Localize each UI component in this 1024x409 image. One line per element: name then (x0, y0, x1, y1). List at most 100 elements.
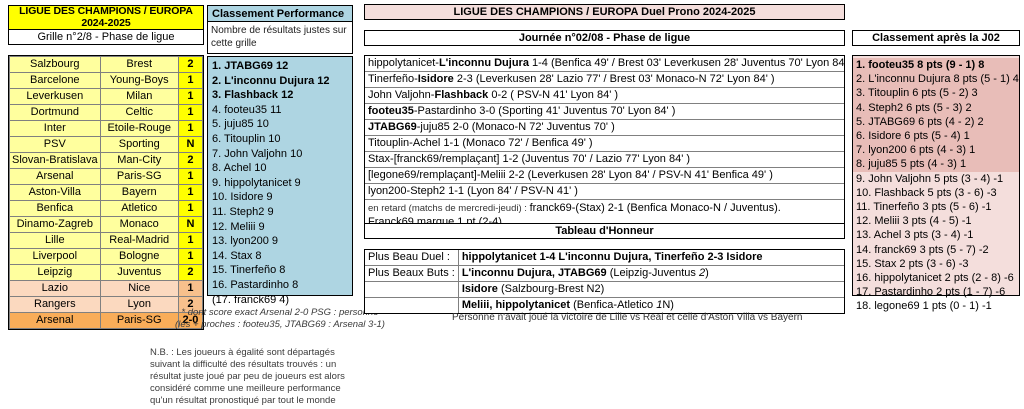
duel-player-2: [franck69/remplaçant] (393, 153, 500, 165)
honneur-match: (Benfica-Atletico (570, 299, 657, 311)
match-away-team: Bayern (99, 184, 179, 201)
table-row: Barcelone Young-Boys 1 (9, 72, 204, 89)
list-item: 14. Stax 8 (212, 249, 262, 262)
honneur-label: Plus Beaux Buts : (365, 265, 459, 282)
table-row: Inter Etoile-Rouge 1 (9, 120, 204, 137)
honneur-row: Plus Beau Duel : hippolytanicet 1-4 L'inc… (365, 250, 844, 266)
page-title: LIGUE DES CHAMPIONS / EUROPA Duel Prono … (364, 4, 845, 20)
honneur-tail: N) (662, 299, 674, 311)
list-item: 10. Flashback 5 pts (3 - 6) -3 (856, 186, 997, 199)
match-home-team: Liverpool (9, 248, 101, 265)
note-score-exact: * dont score exact Arsenal 2-0 PSG : per… (150, 307, 410, 331)
duel-detail: (Monaco 72' / Benfica 49' ) (462, 137, 593, 149)
list-item: 10. Isidore 9 (212, 191, 273, 204)
honneur-goal-number: 2 (698, 267, 706, 279)
duel-player-1: [legone69/remplaçant] (368, 169, 477, 181)
table-row: Leipzig Juventus 2 (9, 264, 204, 281)
match-home-team: Salzbourg (9, 56, 101, 73)
match-result: 2-0 (177, 312, 204, 329)
match-away-team: Juventus (99, 264, 179, 281)
match-result: 1 (177, 232, 204, 249)
duel-row: Stax-[franck69/remplaçant] 1-2 (Juventus… (365, 152, 844, 168)
list-item: 4. Steph2 6 pts (5 - 3) 2 (853, 100, 1019, 115)
duel-score: 2-0 (449, 121, 472, 133)
match-away-team: Brest (99, 56, 179, 73)
duel-detail: (Lyon 84' / PSV-N 41' ) (467, 185, 578, 197)
duel-separator: - (435, 57, 439, 69)
honneur-value: Meliii, hippolytanicet (Benfica-Atletico… (458, 298, 844, 314)
list-item: 5. JTABG69 6 pts (4 - 2) 2 (853, 114, 1019, 130)
match-home-team: Arsenal (9, 168, 101, 185)
duel-player-2: Pastardinho (417, 105, 477, 117)
match-result: 1 (177, 200, 204, 217)
honneur-value: hippolytanicet 1-4 L'inconnu Dujura, Tin… (458, 250, 844, 266)
table-row: Dortmund Celtic 1 (9, 104, 204, 121)
duel-score: 3-0 (476, 105, 499, 117)
honneur-row: Plus Beaux Buts : L'inconnu Dujura, JTABG… (365, 265, 844, 282)
match-result: 1 (177, 120, 204, 137)
list-item: 8. Achel 10 (212, 162, 267, 175)
match-away-team: Paris-SG (99, 312, 179, 329)
duel-player-2: juju85 (420, 121, 450, 133)
performance-subtitle-line2: cette grille (211, 38, 257, 49)
duel-row: Tinerfeño-Isidore 2-3 (Leverkusen 28' La… (365, 72, 844, 88)
duel-detail: (Monaco-N 72' Juventus 70' ) (471, 121, 615, 133)
list-item: 18. legone69 1 pts (0 - 1) -1 (856, 300, 992, 313)
honneur-match: (Leipzig-Juventus (606, 267, 699, 279)
duel-player-2: L'inconnu Dujura (438, 57, 529, 69)
list-item: 1. footeu35 8 pts (9 - 1) 8 (853, 58, 1019, 73)
duel-player-1: JTABG69 (368, 121, 417, 133)
duel-player-1: hippolytanicet (368, 57, 436, 69)
tableau-honneur-table: Plus Beau Duel : hippolytanicet 1-4 L'inc… (364, 249, 845, 314)
match-away-team: Celtic (99, 104, 179, 121)
duel-separator: - (414, 73, 418, 85)
honneur-label: Plus Beau Duel : (365, 250, 459, 266)
table-row: Lazio Nice 1 (9, 280, 204, 297)
match-result: 2 (177, 264, 204, 281)
duel-score: 0-2 (488, 89, 511, 101)
list-item: 16. Pastardinho 8 (212, 278, 299, 291)
duel-player-2: Steph2 (410, 185, 446, 197)
duel-detail: ( PSV-N 41' Lyon 84' ) (510, 89, 619, 101)
duel-score: 2-2 (505, 169, 528, 181)
note-nb-line: qu'un résultat pronostiqué par tout le m… (150, 395, 336, 406)
duel-player-2: Flashback (434, 89, 489, 101)
match-away-team: Atletico (99, 200, 179, 217)
grille-matches-table: Salzbourg Brest 2 Barcelone Young-Boys 1 Lever… (8, 55, 204, 330)
note-nb-line: N.B. : Les joueurs à égalité sont départ… (150, 347, 335, 358)
note-nb-line: résultat juste joué par peu de joueurs e… (150, 371, 345, 382)
honneur-match: (Salzbourg-Brest N2) (497, 283, 605, 295)
honneur-value: Isidore (Salzbourg-Brest N2) (458, 281, 844, 298)
match-home-team: Rangers (9, 296, 101, 313)
list-item: 7. John Valjohn 10 (212, 147, 303, 160)
performance-subtitle: Nombre de résultats justes sur cette gri… (207, 22, 353, 54)
table-row: Arsenal Paris-SG 2-0 (9, 312, 204, 329)
late-matches-text: franck69-(Stax) 2-1 (Benfica Monaco-N / … (529, 202, 781, 214)
list-item: 11. Tinerfeño 3 pts (5 - 6) -1 (856, 201, 992, 214)
match-away-team: Milan (99, 88, 179, 105)
duel-score: 1-1 (440, 137, 463, 149)
list-item: 13. lyon200 9 (212, 235, 279, 248)
duel-separator: - (406, 185, 411, 197)
table-row: Lille Real-Madrid 1 (9, 232, 204, 249)
list-item: 13. Achel 3 pts (3 - 4) -1 (856, 229, 974, 242)
honneur-winner: Isidore (461, 283, 498, 295)
honneur-row: Meliii, hippolytanicet (Benfica-Atletico… (365, 297, 844, 314)
list-item: 17. Pastardinho 2 pts (1 - 7) -6 (856, 286, 1006, 299)
match-away-team: Man-City (99, 152, 179, 169)
duel-row: JTABG69-juju85 2-0 (Monaco-N 72' Juventu… (365, 120, 844, 136)
tableau-honneur-title: Tableau d'Honneur (364, 223, 845, 239)
list-item: 12. Meliii 3 pts (4 - 5) -1 (856, 215, 972, 228)
note-score-exact-line1: * dont score exact Arsenal 2-0 PSG : per… (181, 307, 379, 318)
match-home-team: Dinamo-Zagreb (9, 216, 101, 233)
journee-header: Journée n°02/08 - Phase de ligue (364, 30, 845, 46)
duels-results-list: hippolytanicet-L'inconnu Dujura 1-4 (Ben… (364, 55, 845, 233)
honneur-note: Personne n'avait joué la victoire de Lil… (452, 312, 803, 323)
classement-title: Classement après la J02 (852, 30, 1020, 46)
duel-score: 1-1 (445, 185, 468, 197)
note-nb-line: considéré comme une meilleure performanc… (150, 383, 341, 394)
match-result: N (177, 216, 204, 233)
list-item: 6. Titouplin 10 (212, 132, 281, 145)
duel-player-1: Tinerfeño (368, 73, 415, 85)
duel-detail: (Leverkusen 28' Lazio 77' / Brest 03' Mo… (475, 73, 775, 85)
